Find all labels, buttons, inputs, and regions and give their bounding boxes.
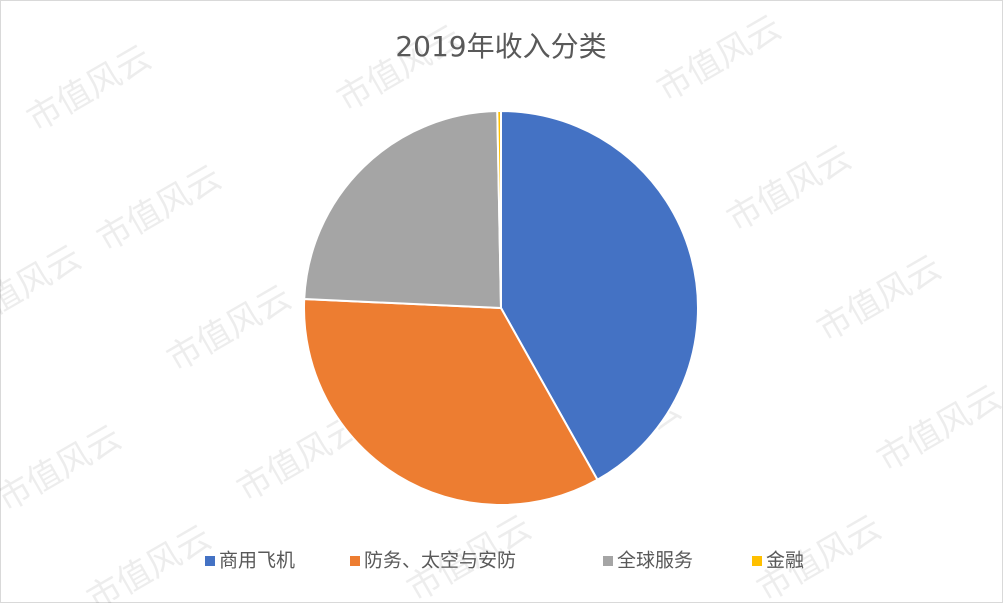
legend-label: 商用飞机 bbox=[219, 550, 295, 572]
legend-swatch bbox=[752, 556, 762, 566]
legend: 商用飞机 防务、太空与安防 全球服务 金融 bbox=[205, 550, 804, 572]
pie bbox=[303, 109, 699, 506]
legend-swatch bbox=[350, 556, 360, 566]
pie-slice bbox=[303, 110, 503, 310]
pie-slice bbox=[500, 109, 699, 482]
pie-slice bbox=[496, 109, 502, 309]
legend-label: 全球服务 bbox=[617, 550, 693, 572]
legend-label: 金融 bbox=[766, 550, 804, 572]
legend-swatch bbox=[603, 556, 613, 566]
legend-swatch bbox=[205, 556, 215, 566]
pie-slice bbox=[303, 297, 599, 506]
legend-label: 防务、太空与安防 bbox=[364, 550, 516, 572]
chart-title: 2019年收入分类 bbox=[395, 30, 606, 63]
